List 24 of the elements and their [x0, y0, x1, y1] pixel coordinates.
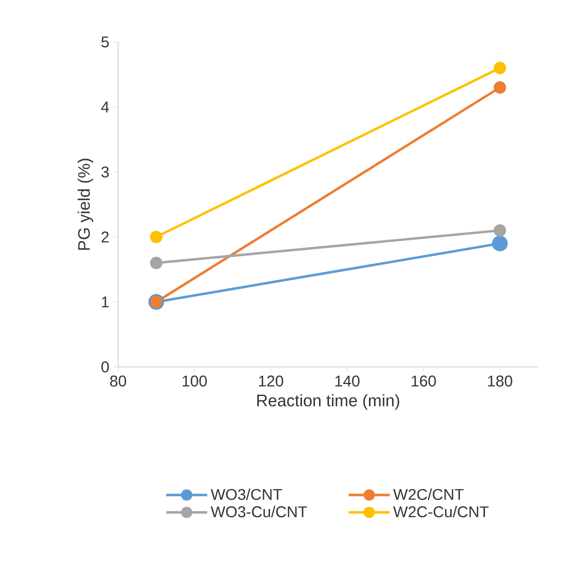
y-tick-label: 0 — [101, 361, 109, 372]
point — [494, 224, 506, 237]
x-axis-title: Reaction time (min) — [257, 394, 400, 410]
point — [150, 230, 163, 244]
point — [494, 81, 506, 94]
point — [150, 256, 163, 270]
point — [494, 62, 506, 74]
legend-label: W2C-Cu/CNT — [393, 506, 489, 518]
legend-label: WO3/CNT — [210, 488, 282, 500]
legend-label: WO3-Cu/CNT — [210, 506, 308, 518]
point — [492, 236, 508, 252]
y-axis-title: PG yield (%) — [78, 158, 94, 250]
y-tick-label: 2 — [102, 232, 109, 242]
x-tick-label: 120 — [259, 376, 284, 387]
y-tick-label: 1 — [102, 296, 109, 308]
y-tick-label: 3 — [101, 166, 109, 178]
x-tick-label: 160 — [412, 376, 436, 387]
x-tick-label: 80 — [110, 376, 126, 387]
y-tick-label: 4 — [101, 102, 110, 112]
x-tick-label: 140 — [335, 376, 360, 387]
x-tick-label: 100 — [182, 376, 207, 387]
legend-label: W2C/CNT — [393, 488, 464, 500]
x-tick-label: 180 — [488, 376, 512, 387]
y-tick-label: 5 — [101, 36, 109, 48]
